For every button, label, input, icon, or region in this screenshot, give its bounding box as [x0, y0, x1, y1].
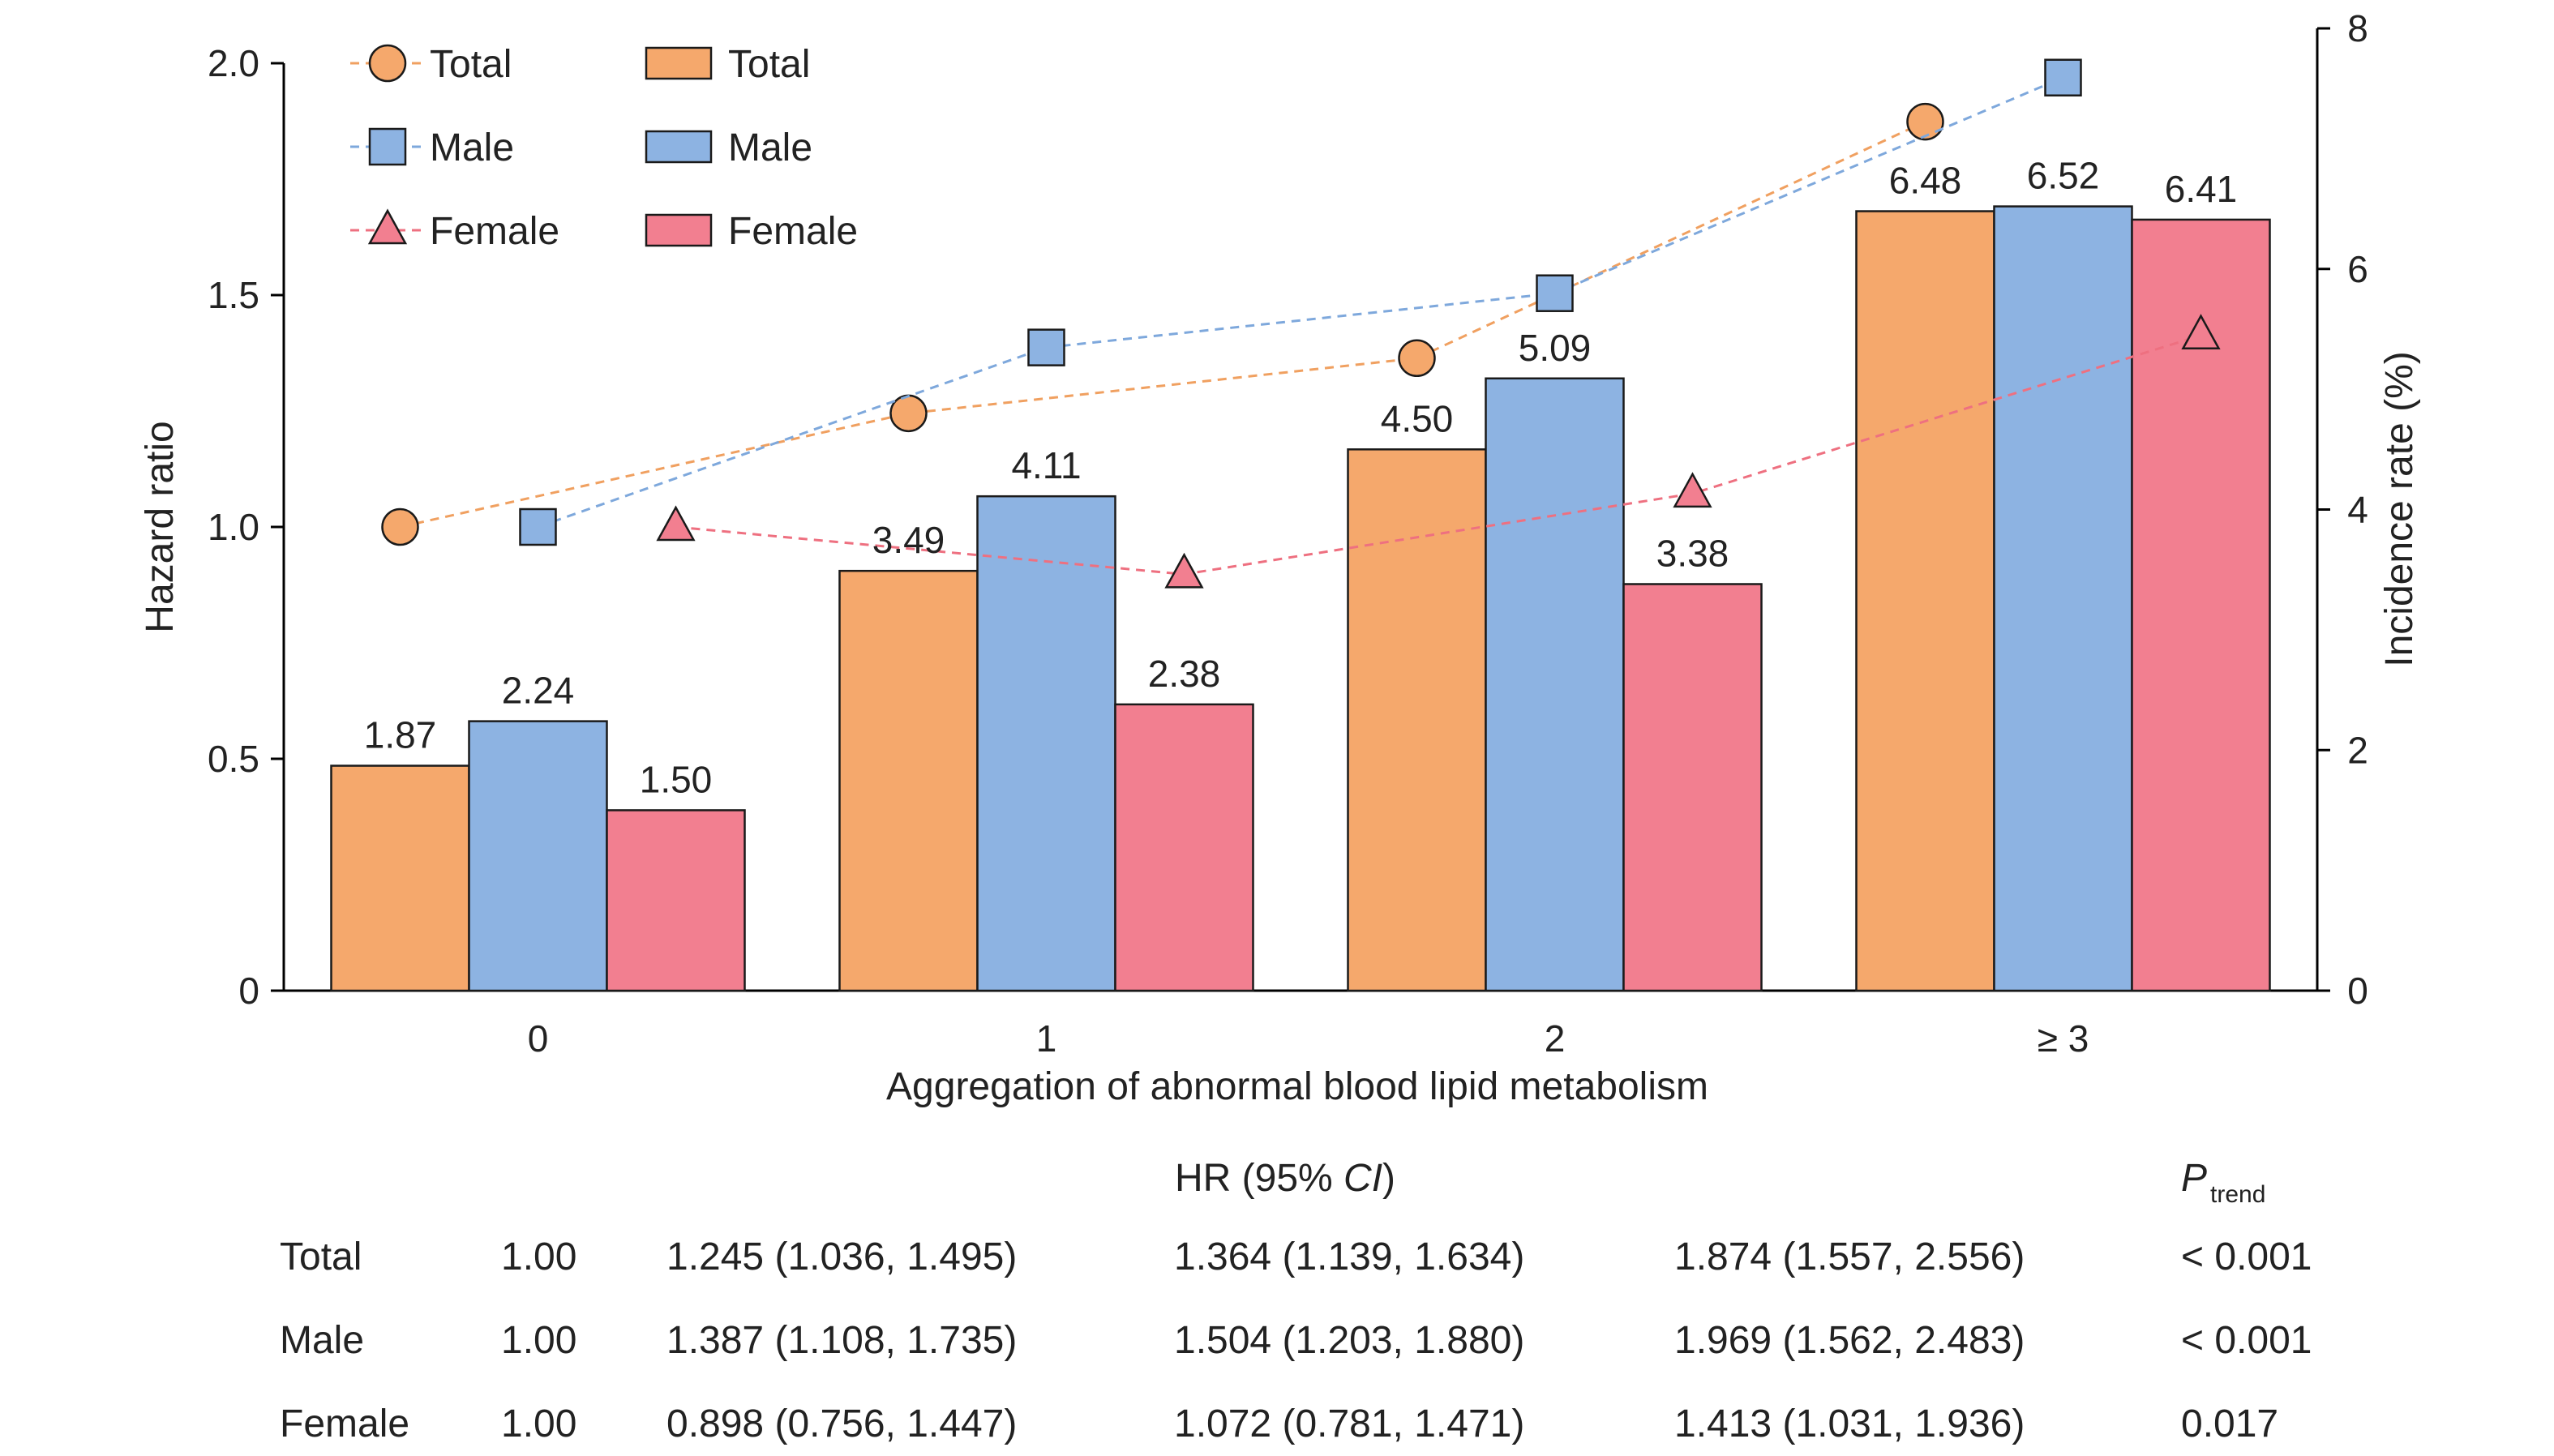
- marker-total: [381, 507, 419, 546]
- x-tick-label: 2: [1545, 1017, 1566, 1060]
- table-p-value: < 0.001: [2181, 1319, 2312, 1362]
- bars: [330, 205, 2271, 992]
- marker-female: [1673, 472, 1712, 508]
- table-cell: 1.874 (1.557, 2.556): [1674, 1235, 2025, 1278]
- axes: 0 0.5 1.0 1.5 2.0 0 2 4 6 8 0 1 2 ≥ 3 Aggregation of a…: [139, 7, 2421, 1108]
- marker-total: [1398, 339, 1436, 378]
- left-tick-label: 0.5: [208, 738, 259, 780]
- bar-female: [1622, 583, 1763, 992]
- bar-male: [976, 495, 1116, 992]
- bar-total: [1855, 210, 1995, 992]
- marker-female: [656, 505, 696, 542]
- table-cell: 1.245 (1.036, 1.495): [666, 1235, 1017, 1278]
- bar-male: [1485, 377, 1625, 992]
- line-total: [400, 120, 1926, 529]
- bar-value-label: 3.49: [872, 519, 945, 561]
- legend-label: Female: [430, 210, 559, 253]
- legend-marker-total: [368, 44, 407, 83]
- bar-total: [330, 764, 470, 992]
- right-axis-title: Incidence rate (%): [2378, 351, 2421, 667]
- left-tick-label: 2.0: [208, 42, 259, 84]
- bar-value-label: 1.50: [640, 758, 713, 800]
- marker-female: [2181, 314, 2221, 350]
- marker-male: [1027, 328, 1065, 366]
- bar-male: [468, 720, 608, 992]
- bar-female: [606, 809, 746, 992]
- marker-male: [1536, 274, 1574, 312]
- legend-swatch-female: [645, 213, 713, 247]
- bar-value-label: 5.09: [1519, 327, 1592, 369]
- left-tick-label: 0: [238, 970, 259, 1012]
- table-row-label: Female: [280, 1402, 409, 1445]
- legend: Total Male Female Total Male Female: [350, 43, 858, 253]
- legend-label: Total: [728, 43, 810, 86]
- bar-total: [838, 569, 979, 992]
- table-cell: 1.504 (1.203, 1.880): [1174, 1319, 1524, 1362]
- table-cell: 1.364 (1.139, 1.634): [1174, 1235, 1524, 1278]
- x-axis-title: Aggregation of abnormal blood lipid meta…: [886, 1065, 1708, 1108]
- legend-marker-female: [367, 208, 408, 245]
- legend-swatch-total: [645, 46, 713, 80]
- table-cell: 1.969 (1.562, 2.483): [1674, 1319, 2025, 1362]
- legend-label: Female: [728, 210, 858, 253]
- table-cell: 1.00: [501, 1235, 576, 1278]
- bar-value-label: 6.52: [2027, 155, 2100, 197]
- bar-value-label: 2.38: [1148, 653, 1221, 695]
- table-cell: 0.898 (0.756, 1.447): [666, 1402, 1017, 1445]
- bar-total: [1347, 448, 1487, 992]
- bar-value-label: 4.50: [1381, 397, 1454, 439]
- table-row-label: Total: [280, 1235, 362, 1278]
- legend-label: Male: [728, 126, 812, 169]
- left-tick-label: 1.5: [208, 274, 259, 316]
- line-female: [675, 334, 2201, 576]
- bar-value-label: 4.11: [1011, 444, 1081, 486]
- trend-lines: [381, 58, 2221, 589]
- table-cell: 1.413 (1.031, 1.936): [1674, 1402, 2025, 1445]
- table-p-value: < 0.001: [2181, 1235, 2312, 1278]
- legend-label: Male: [430, 126, 514, 169]
- table-cell: 1.00: [501, 1402, 576, 1445]
- table-cell: 1.00: [501, 1319, 576, 1362]
- line-male: [538, 76, 2064, 529]
- right-tick-label: 6: [2347, 248, 2368, 290]
- right-tick-label: 2: [2347, 729, 2368, 771]
- table-header: HR (95% CI): [1175, 1157, 1395, 1200]
- marker-total: [1906, 102, 1944, 141]
- table-cell: 1.072 (0.781, 1.471): [1174, 1402, 1524, 1445]
- legend-label: Total: [430, 43, 512, 86]
- bar-value-label: 6.41: [2165, 168, 2238, 210]
- marker-total: [889, 394, 928, 433]
- left-tick-label: 1.0: [208, 506, 259, 548]
- data-labels: 1.87 3.49 4.50 6.48 2.24 4.11 5.09 6.52 1.50 2.38…: [364, 155, 2238, 801]
- right-tick-label: 4: [2347, 489, 2368, 531]
- bar-value-label: 2.24: [502, 670, 575, 712]
- right-tick-label: 8: [2347, 7, 2368, 49]
- marker-female: [1164, 552, 1204, 589]
- marker-male: [519, 507, 557, 546]
- right-tick-label: 0: [2347, 970, 2368, 1012]
- table-p-value: 0.017: [2181, 1402, 2278, 1445]
- bar-value-label: 1.87: [364, 714, 437, 756]
- x-tick-label: 0: [528, 1017, 549, 1060]
- bar-female: [1114, 703, 1254, 992]
- x-tick-label: ≥ 3: [2038, 1017, 2089, 1060]
- bar-value-label: 3.38: [1656, 532, 1729, 574]
- x-tick-label: 1: [1036, 1017, 1057, 1060]
- table-row-label: Male: [280, 1319, 364, 1362]
- legend-swatch-male: [645, 130, 713, 164]
- legend-marker-male: [368, 127, 407, 166]
- bar-value-label: 6.48: [1889, 160, 1962, 202]
- marker-male: [2044, 58, 2082, 96]
- bar-male: [1993, 205, 2133, 992]
- table-cell: 1.387 (1.108, 1.735): [666, 1319, 1017, 1362]
- left-axis-title: Hazard ratio: [139, 421, 182, 632]
